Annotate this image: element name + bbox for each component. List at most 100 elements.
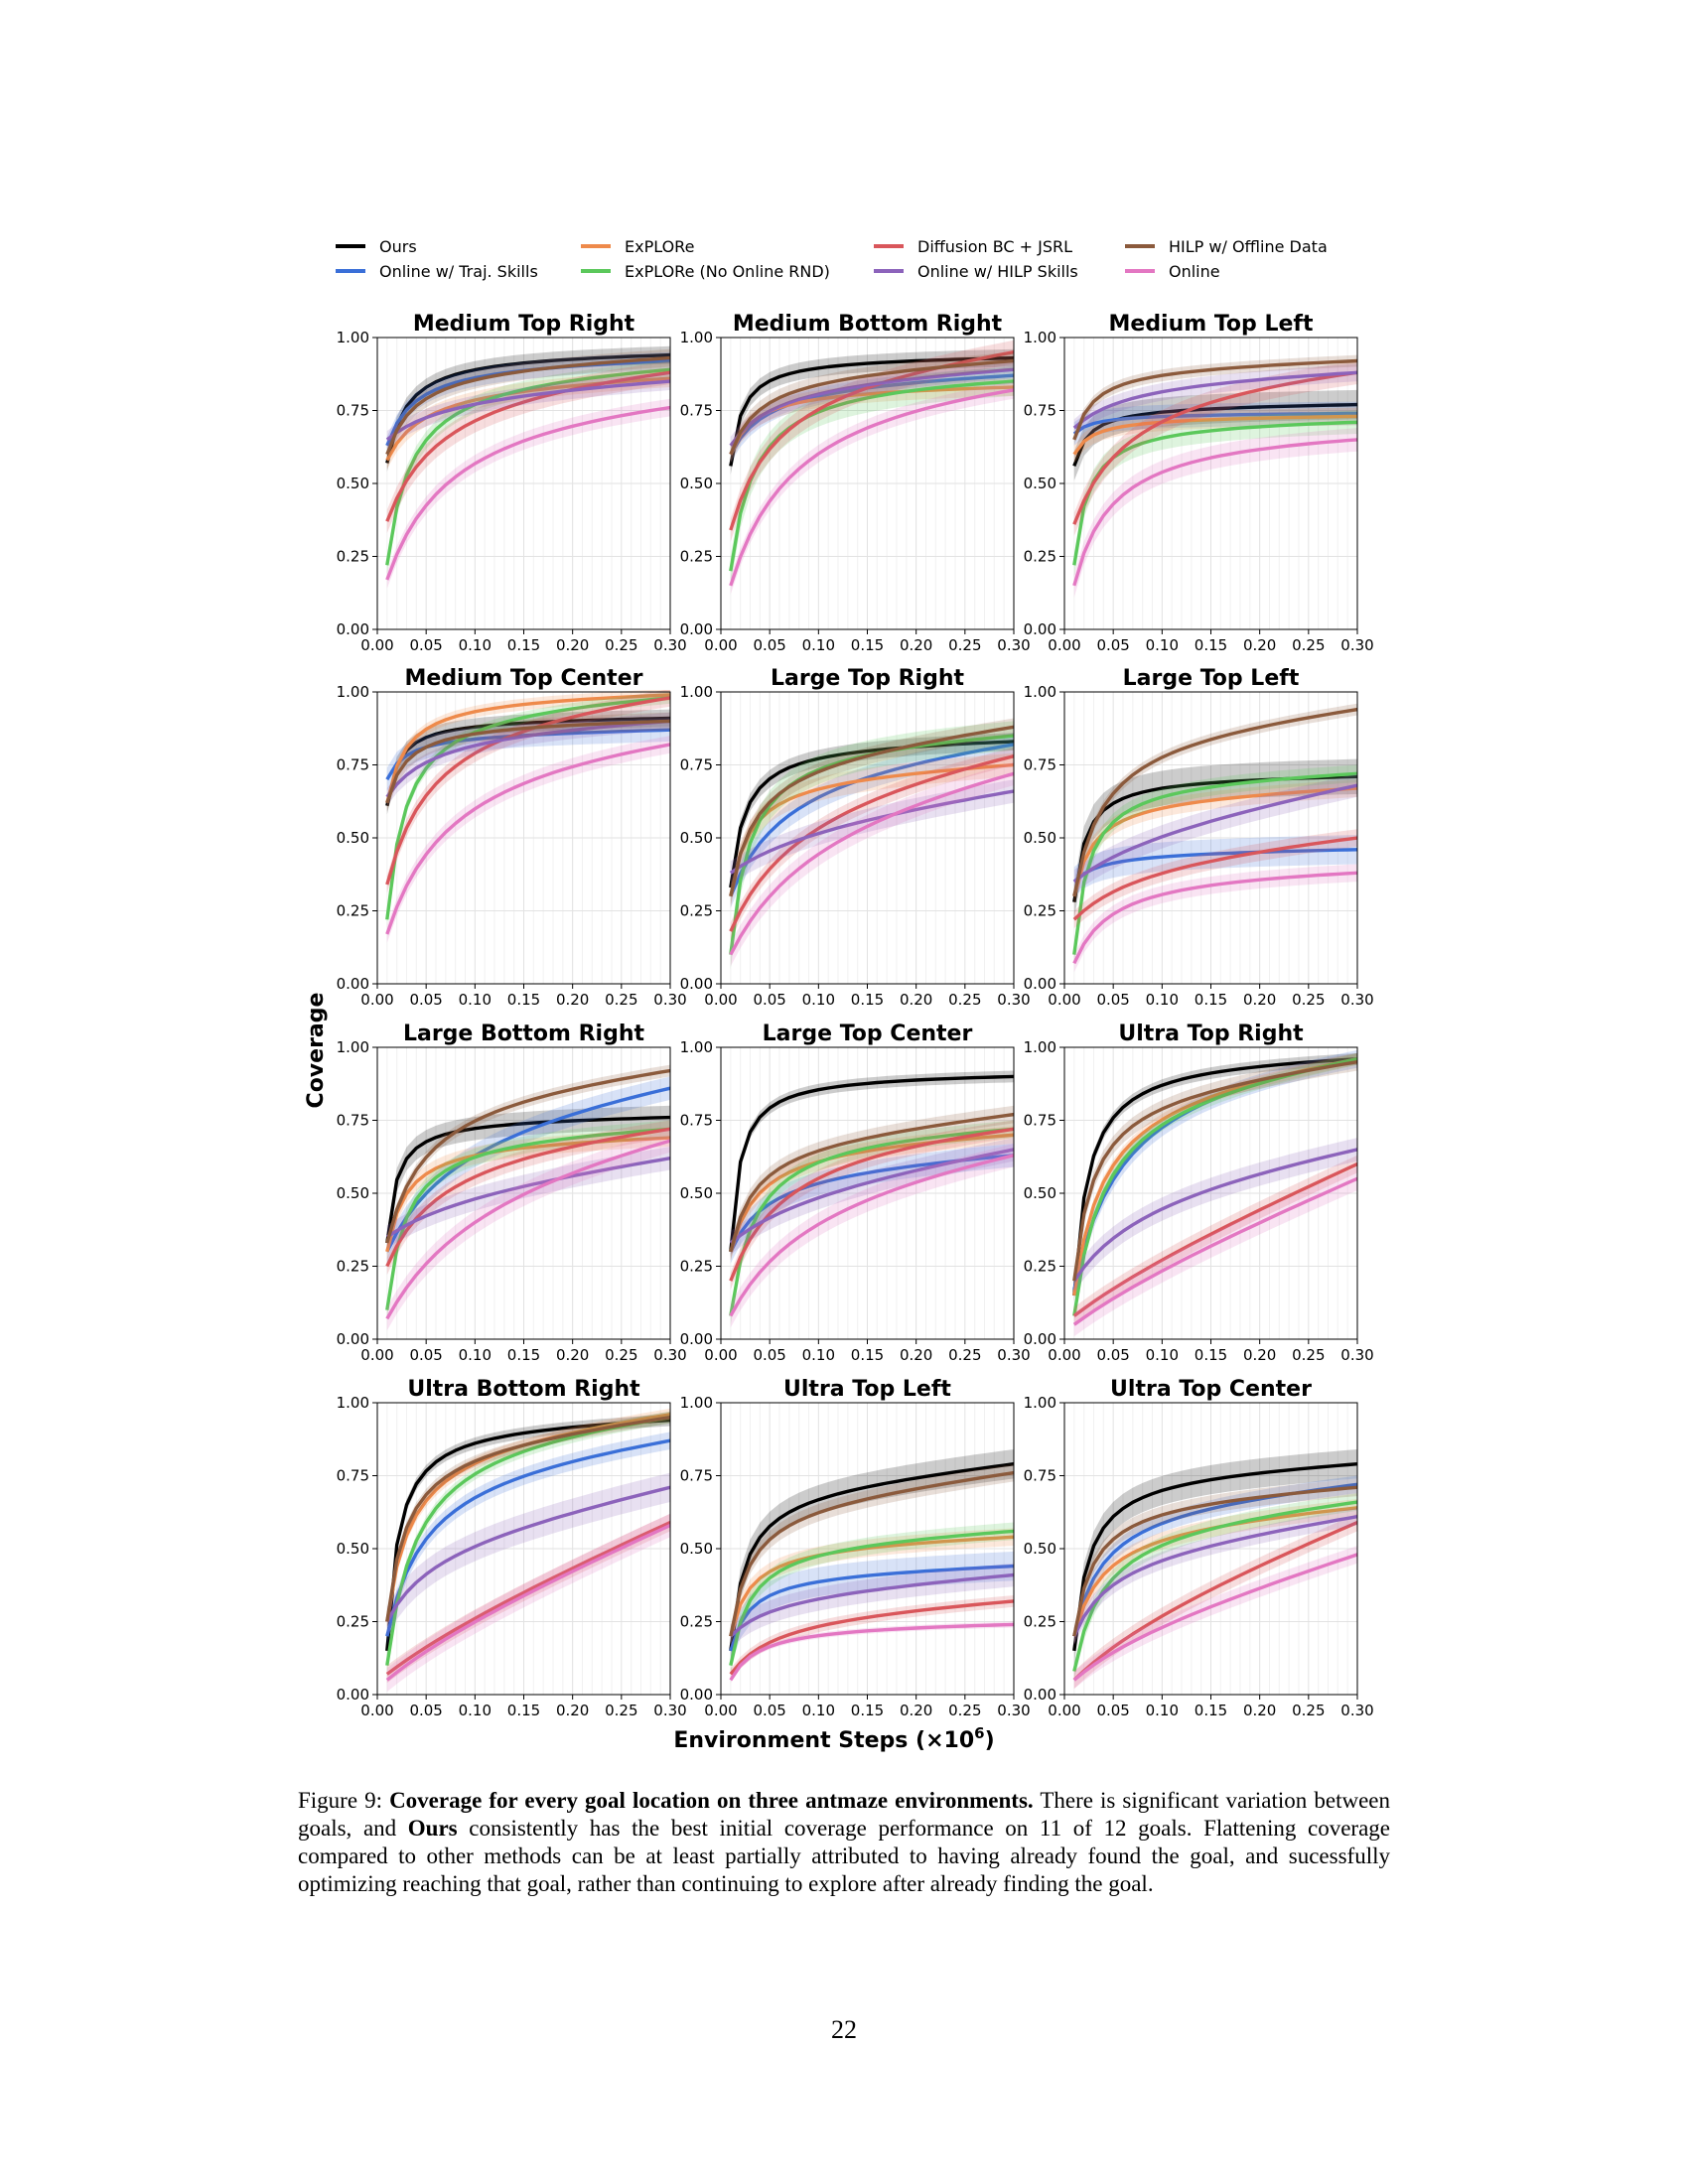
x-tick-label: 0.30 [997,636,1030,654]
x-tick-label: 0.15 [851,636,884,654]
y-tick-label: 0.00 [337,975,369,993]
series-line [1072,836,1357,921]
y-tick-label: 0.25 [680,1258,713,1276]
series-band [730,1528,1014,1645]
legend-label: ExPLORe (No Online RND) [625,262,830,281]
series-line [385,1127,670,1268]
y-tick-label: 0.25 [337,548,369,566]
x-tick-label: 0.15 [1195,636,1227,654]
series-line [385,367,670,566]
series-line [1072,370,1357,525]
x-tick-label: 0.30 [997,991,1030,1009]
series-band [730,381,1014,595]
x-tick-label: 0.25 [948,991,981,1009]
y-tick-label: 0.50 [1024,475,1056,492]
y-tick-label: 1.00 [1024,1038,1056,1056]
series-line [385,352,670,464]
x-tick-label: 0.20 [900,991,932,1009]
series-band [386,348,670,464]
y-tick-label: 0.50 [680,1540,713,1558]
x-tick-label: 0.05 [409,991,442,1009]
series-line [385,719,670,804]
x-tick-label: 0.20 [1243,636,1276,654]
series-band [386,1129,670,1261]
series-line [729,1572,1014,1638]
series-band [730,340,1014,542]
series-line [1072,420,1357,566]
chart-panel: Ultra Top Right 0.00 0.25 0.50 0.75 1.00 0.00 0… [1024,1022,1374,1364]
x-tick-label: 0.10 [1146,1346,1179,1364]
y-tick-label: 0.50 [337,1540,369,1558]
x-tick-label: 0.10 [802,991,835,1009]
series-line [385,693,670,804]
series-line [729,1074,1014,1252]
series-line [729,1462,1014,1652]
series-band [730,1563,1014,1648]
chart-panel: Ultra Top Left 0.00 0.25 0.50 0.75 1.00 0.00 0.… [680,1377,1031,1719]
chart-title: Ultra Top Center [1110,1377,1312,1402]
series-line [729,1127,1014,1282]
x-tick-label: 0.25 [1292,1702,1325,1719]
x-tick-label: 0.20 [900,1702,932,1719]
series-group [729,340,1014,595]
series-line [1072,370,1357,430]
series-band [386,1472,670,1637]
y-tick-label: 0.75 [337,1467,369,1485]
series-band [1073,1475,1357,1645]
x-tick-label: 0.25 [605,1346,637,1364]
series-group [1072,1049,1357,1337]
chart-title: Large Top Left [1123,666,1300,691]
x-tick-label: 0.10 [1146,636,1179,654]
y-tick-label: 0.00 [1024,975,1056,993]
y-tick-label: 0.75 [337,756,369,774]
chart-title: Large Bottom Right [403,1022,645,1046]
x-tick-label: 0.25 [948,1702,981,1719]
y-tick-label: 0.75 [1024,1467,1056,1485]
y-tick-label: 0.00 [680,1686,713,1704]
x-tick-label: 0.30 [997,1702,1030,1719]
y-tick-label: 0.75 [680,1112,713,1130]
y-tick-label: 0.25 [337,1258,369,1276]
series-line [385,1127,670,1310]
y-tick-label: 0.50 [1024,1184,1056,1202]
series-line [1072,1515,1357,1637]
series-line [385,719,670,798]
legend-label: HILP w/ Offline Data [1169,237,1328,256]
series-group [385,690,670,943]
chart-panel: Ultra Top Center 0.00 0.25 0.50 0.75 1.00 0.00… [1024,1377,1374,1719]
chart-title: Ultra Top Left [783,1377,951,1402]
x-tick-label: 0.30 [1340,991,1373,1009]
x-tick-label: 0.00 [704,1702,737,1719]
chart-panel: Large Top Right 0.00 0.25 0.50 0.75 1.00 0.00 0… [680,666,1031,1009]
chart-title: Medium Top Right [413,312,635,337]
series-line [385,716,670,807]
y-tick-label: 0.75 [1024,756,1056,774]
y-tick-label: 0.25 [680,902,713,920]
series-line [1072,771,1357,955]
series-line [729,1470,1014,1637]
x-tick-label: 0.25 [605,991,637,1009]
x-tick-label: 0.00 [1048,636,1080,654]
y-tick-label: 0.50 [337,475,369,492]
series-band [386,712,670,806]
x-tick-label: 0.20 [900,1346,932,1364]
series-line [385,1157,670,1239]
series-line [385,1520,670,1676]
page-number: 22 [831,2015,857,2044]
y-tick-label: 0.25 [337,902,369,920]
series-band [1073,407,1357,464]
x-tick-label: 0.10 [802,1702,835,1719]
series-band [730,1138,1014,1255]
y-tick-label: 1.00 [1024,329,1056,346]
legend-label: Online w/ HILP Skills [917,262,1078,281]
x-tick-label: 0.20 [1243,1346,1276,1364]
series-line [729,725,1014,897]
series-line [729,388,1014,587]
y-tick-label: 1.00 [680,1394,713,1412]
x-tick-label: 0.05 [753,1346,785,1364]
x-tick-label: 0.15 [851,991,884,1009]
series-band [730,1551,1014,1666]
legend-label: Diffusion BC + JSRL [917,237,1072,256]
series-line [385,370,670,522]
series-band [1073,773,1357,893]
